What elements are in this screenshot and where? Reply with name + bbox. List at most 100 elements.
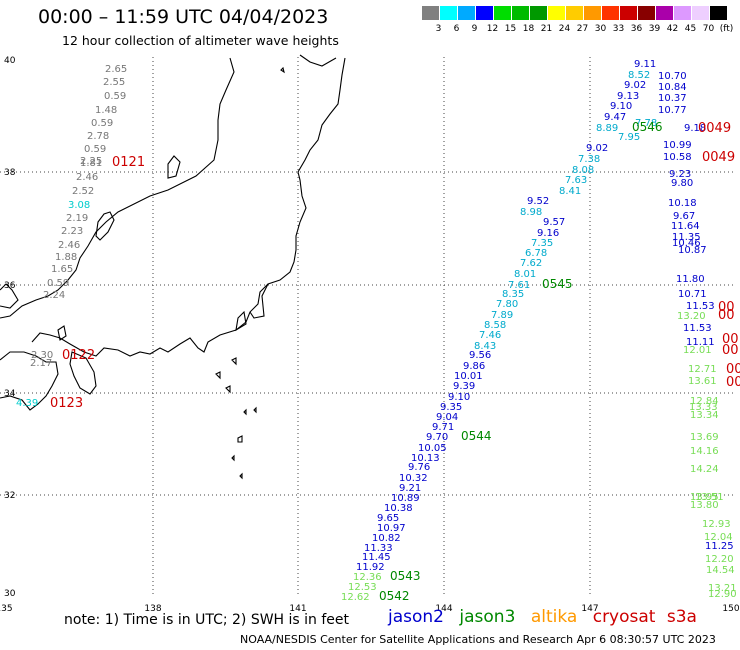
scale-swatch [494, 6, 511, 20]
scale-label: 9 [471, 24, 478, 34]
jason2-swh-label: 10.77 [658, 105, 687, 116]
footer-credit: NOAA/NESDIS Center for Satellite Applica… [240, 633, 716, 646]
jason2-low-swh-label: 7.38 [578, 154, 600, 165]
pass-time-label: 0121 [112, 155, 145, 170]
kyushu-coast [0, 283, 19, 309]
jason2-low-swh-label: 7.63 [565, 175, 587, 186]
pass-time-label: 0123 [50, 396, 83, 411]
jason3-swh-label: 12.20 [705, 554, 734, 565]
pass-time-label: 0546 [632, 120, 663, 134]
altimeter-swh-label: 3.08 [68, 200, 90, 211]
scale-swatch [638, 6, 655, 20]
clipped-time-label: 00 [726, 375, 740, 390]
jason2-swh-label: 10.58 [663, 152, 692, 163]
jason2-low-swh-label: 7.46 [479, 330, 501, 341]
jason2-swh-label: 10.46 [672, 238, 701, 249]
jason2-swh-label: 9.71 [432, 422, 454, 433]
scale-swatch [440, 6, 457, 20]
jason3-swh-label: 13.80 [690, 500, 719, 511]
jason3-swh-label: 14.24 [690, 464, 719, 475]
pass-time-label: 0543 [390, 569, 421, 583]
pass-time-label: 0542 [379, 589, 410, 603]
longitude-label: 138 [144, 604, 161, 614]
jason2-swh-label: 9.23 [669, 169, 691, 180]
scale-label: 3 [435, 24, 442, 34]
jason2-low-swh-label: 8.52 [628, 70, 650, 81]
jason3-swh-label: 12.01 [683, 345, 712, 356]
jason2-low-swh-label: 8.98 [520, 207, 542, 218]
altimeter-low-swh-label: 2.46 [76, 172, 98, 183]
latitude-label: 36 [4, 281, 16, 291]
jason2-swh-label: 10.89 [391, 493, 420, 504]
jason2-swh-label: 9.10 [610, 101, 632, 112]
izu-peninsula [235, 310, 247, 332]
jason3-swh-label: 12.71 [688, 364, 717, 375]
jason2-swh-label: 9.10 [448, 392, 470, 403]
jason2-swh-label: 9.13 [617, 91, 639, 102]
jason2-swh-label: 9.67 [673, 211, 695, 222]
jason2-swh-label: 10.84 [658, 82, 687, 93]
jason2-swh-label: 11.53 [686, 301, 715, 312]
jason2-swh-label: 11.35 [672, 232, 701, 243]
scale-swatch [476, 6, 493, 20]
jason3-swh-label: 13.21 [708, 583, 737, 594]
longitude-label: 147 [581, 604, 598, 614]
scale-label: 15 [504, 24, 517, 34]
jason2-swh-label: 9.47 [604, 112, 626, 123]
jason2-swh-label: 11.45 [362, 552, 391, 563]
small-island [280, 66, 285, 74]
noto-peninsula [95, 211, 115, 241]
jason3-swh-label: 13.61 [688, 376, 717, 387]
jason2-low-swh-label: 7.35 [531, 238, 553, 249]
altimeter-low-swh-label: 2.52 [72, 186, 94, 197]
scale-label: (ft) [719, 24, 734, 34]
latitude-label: 38 [4, 168, 16, 178]
pass-time-label: 0122 [62, 348, 95, 363]
altimeter-low-swh-label: 2.46 [58, 240, 80, 251]
jason3-swh-label: 13.95 [690, 492, 719, 503]
jason2-swh-label: 9.39 [453, 381, 475, 392]
scale-swatch [674, 6, 691, 20]
jason3-swh-label: 12.53 [348, 582, 377, 593]
clipped-time-label: 00 [722, 332, 739, 347]
altimeter-low-swh-label: 0.59 [104, 91, 126, 102]
jason2-swh-label: 9.11 [634, 59, 656, 70]
satellite-altika: altika [530, 607, 578, 627]
jason2-low-swh-label: 7.78 [635, 118, 657, 129]
small-island-2 [253, 406, 257, 414]
jason2-low-swh-label: 8.08 [572, 165, 594, 176]
altimeter-swh-label: 4.39 [16, 398, 38, 409]
scale-label: 30 [594, 24, 607, 34]
pass-time-label: 0049 [698, 121, 731, 136]
jason2-swh-label: 9.80 [671, 178, 693, 189]
scale-swatch [620, 6, 637, 20]
jason2-low-swh-label: 8.41 [559, 186, 581, 197]
sado-island [167, 155, 181, 179]
jason2-swh-label: 9.52 [527, 196, 549, 207]
longitude-label: 150 [722, 604, 739, 614]
kii-peninsula [69, 351, 97, 395]
jason2-low-swh-label: 7.80 [496, 299, 518, 310]
japan-coastline [0, 54, 346, 480]
jason3-swh-label: 13.20 [677, 311, 706, 322]
jason2-swh-label: 11.92 [356, 562, 385, 573]
jason2-swh-label: 9.86 [463, 361, 485, 372]
scale-label: 21 [540, 24, 553, 34]
scale-label: 24 [558, 24, 571, 34]
altimeter-low-swh-label: 1.65 [51, 264, 73, 275]
jason3-swh-label: 13.34 [690, 410, 719, 421]
jason2-swh-label: 10.97 [377, 523, 406, 534]
scale-swatch [692, 6, 709, 20]
scale-swatch [548, 6, 565, 20]
jason3-swh-label: 12.62 [341, 592, 370, 603]
jason2-swh-label: 10.82 [372, 533, 401, 544]
altimeter-low-swh-label: 2.78 [87, 131, 109, 142]
jason3-swh-label: 13.33 [689, 402, 718, 413]
satellite-jason3: jason3 [459, 607, 516, 627]
clipped-time-label: 00 [718, 308, 735, 323]
scale-label: 12 [486, 24, 499, 34]
jason2-low-swh-label: 7.62 [520, 258, 542, 269]
longitude-label: 144 [435, 604, 452, 614]
jason2-swh-label: 11.25 [705, 541, 734, 552]
